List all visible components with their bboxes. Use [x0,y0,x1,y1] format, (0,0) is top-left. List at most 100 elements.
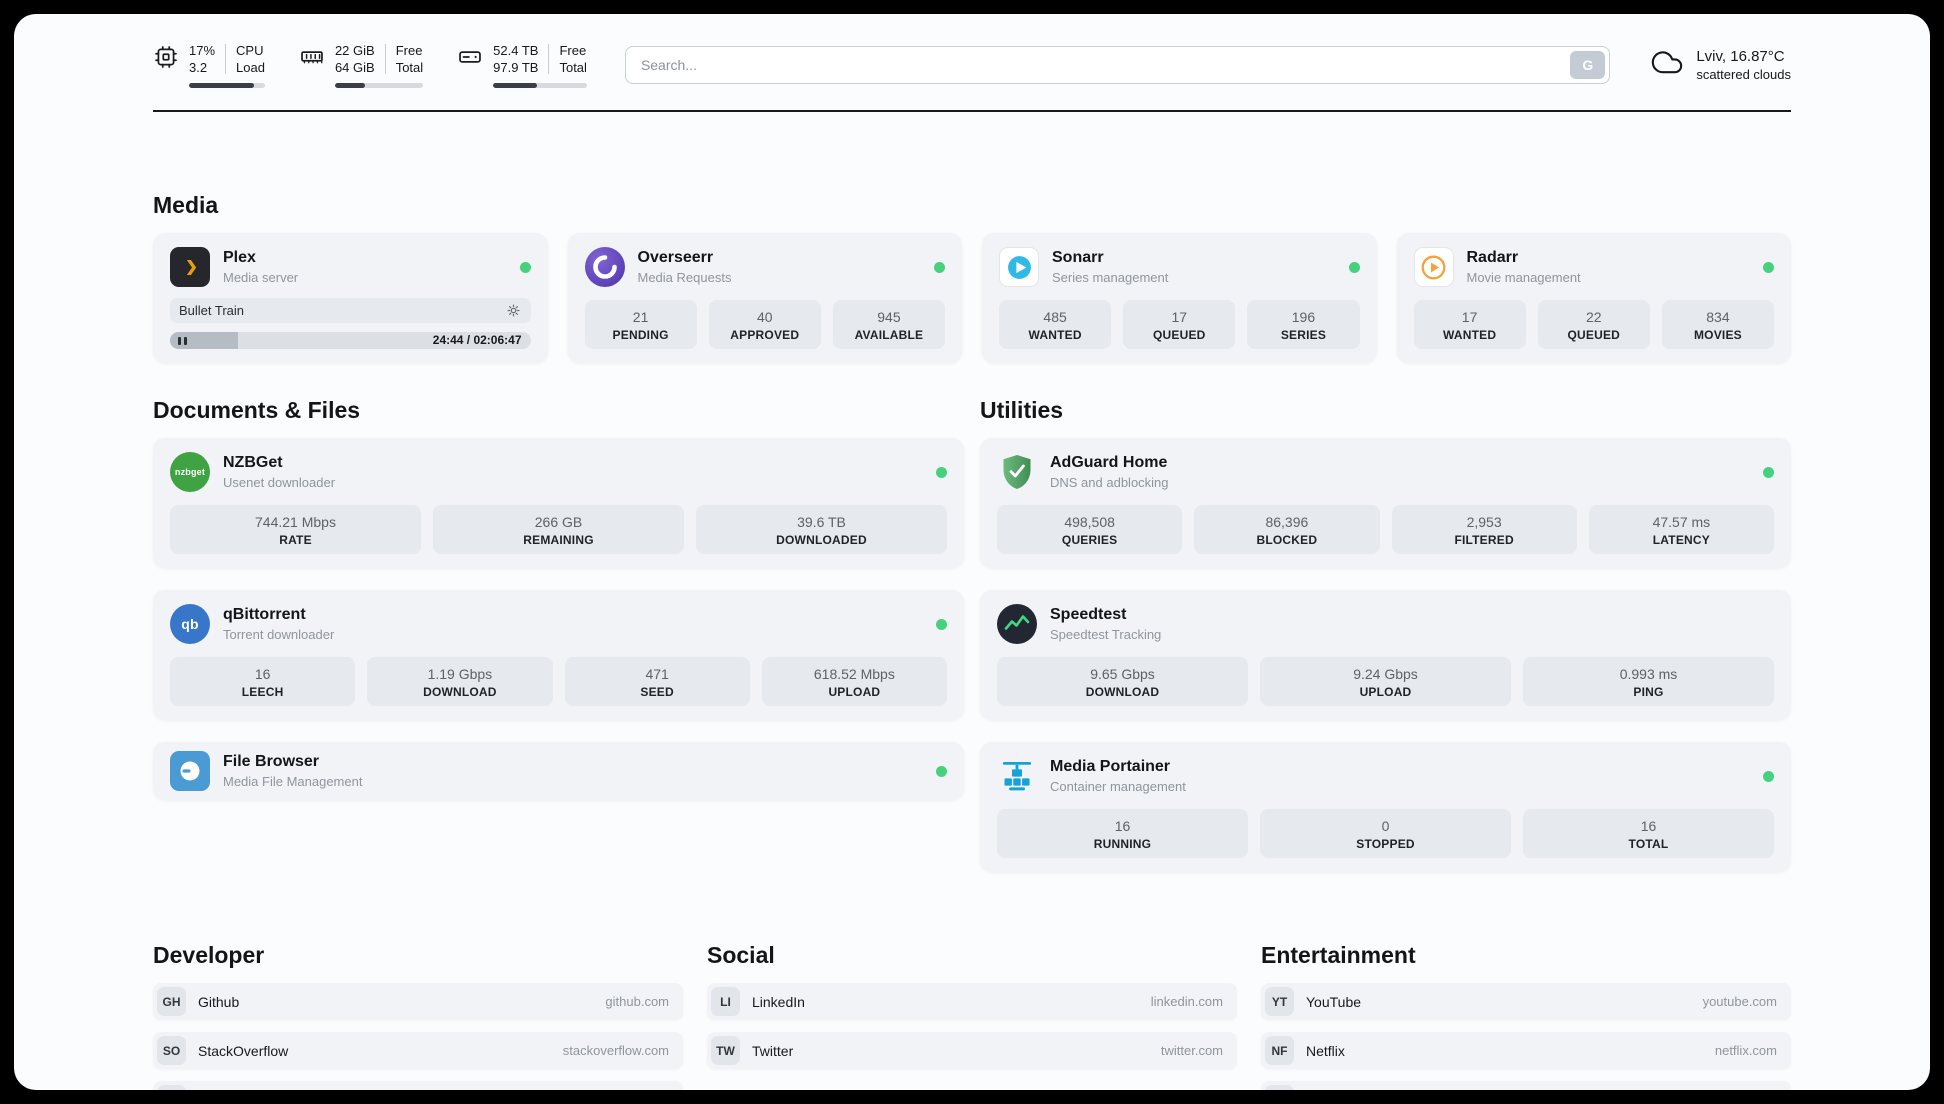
app-card-qbittorrent[interactable]: qb qBittorrent Torrent downloader 16 LEEC… [153,590,964,720]
bookmark-netflix[interactable]: NF Netflix netflix.com [1261,1032,1791,1069]
stat-value: 498,508 [1064,514,1115,530]
stat-leech: 16 LEECH [170,657,356,706]
bookmark-abbr-badge: DT [157,1085,186,1090]
stat-value: 471 [645,666,669,682]
memory-label-bottom: Total [395,60,424,75]
bookmark-url: github.com [605,994,669,1009]
plex-icon [170,247,210,287]
bookmark-youtube[interactable]: YT YouTube youtube.com [1261,983,1791,1020]
cpu-chip-icon [153,44,179,75]
stat-value: 0 [1381,818,1390,834]
app-name: AdGuard Home [1050,454,1168,471]
app-card-adguard[interactable]: AdGuard Home DNS and adblocking 498,508 Q… [980,438,1791,568]
search-input[interactable] [624,46,1611,84]
memory-total-value: 64 GiB [334,60,375,75]
app-subtitle: Media Requests [637,270,732,285]
section-media: Media Plex Media server Bullet [153,192,1791,363]
divider [548,44,550,74]
radarr-stats: 17 WANTED 22 QUEUED 834 MOVIES [1413,300,1775,349]
stat-value: 9.24 Gbps [1353,666,1418,682]
app-name: Radarr [1466,249,1519,266]
app-card-overseerr[interactable]: Overseerr Media Requests 21 PENDING 40 APPR… [567,233,962,363]
app-subtitle: Media server [223,270,299,285]
stat-upload: 9.24 Gbps UPLOAD [1260,657,1511,706]
disk-total-value: 97.9 TB [493,60,539,75]
playback-progress-fill [170,332,239,349]
cpu-clock-value: 3.2 [189,60,208,75]
sonarr-stats: 485 WANTED 17 QUEUED 196 SERIES [999,300,1360,349]
pause-button[interactable] [178,332,187,349]
stat-value: 47.57 ms [1652,514,1711,530]
weather-location: Lviv, 16.87°C [1696,48,1785,65]
bookmark-abbr-badge: RE [1265,1085,1294,1090]
memory-usage-bar [334,83,424,88]
stat-download: 9.65 Gbps DOWNLOAD [997,657,1248,706]
stat-queries: 498,508 QUERIES [997,505,1183,554]
stat-value: 2,953 [1466,514,1502,530]
app-card-filebrowser[interactable]: File Browser Media File Management [153,742,964,800]
search-engine-button[interactable]: G [1570,51,1606,79]
nzbget-stats: 744.21 Mbps RATE 266 GB REMAINING 39.6 TB DOW… [170,505,947,554]
stat-value: 744.21 Mbps [255,514,336,530]
bookmark-url: youtube.com [1702,994,1777,1009]
bookmark-abbr-badge: NF [1265,1036,1294,1065]
app-card-sonarr[interactable]: Sonarr Series management 485 WANTED 17 QUEU… [982,233,1377,363]
stat-wanted: 17 WANTED [1413,300,1526,349]
app-name: NZBGet [223,454,283,471]
stat-label: DOWNLOADED [776,533,867,547]
bookmark-linkedin[interactable]: LI LinkedIn linkedin.com [707,983,1237,1020]
app-card-speedtest[interactable]: Speedtest Speedtest Tracking 9.65 Gbps DO… [980,590,1791,720]
app-card-plex[interactable]: Plex Media server Bullet Train [153,233,548,363]
section-title-social: Social [707,942,775,968]
bookmark-github[interactable]: GH Github github.com [153,983,683,1020]
stat-label: AVAILABLE [854,328,924,342]
app-name: Overseerr [637,249,714,266]
app-subtitle: Media File Management [223,774,363,789]
status-online-dot [519,261,531,273]
bookmark-abbr-badge: YT [1265,987,1294,1016]
stat-value: 945 [877,309,901,325]
bookmark-stackoverflow[interactable]: SO StackOverflow stackoverflow.com [153,1032,683,1069]
qbittorrent-icon: qb [170,604,210,644]
settings-gear-icon[interactable] [505,302,522,319]
stat-value: 266 GB [534,514,583,530]
stat-value: 485 [1043,309,1067,325]
stat-value: 9.65 Gbps [1090,666,1155,682]
bookmark-abbr-badge: GH [157,987,186,1016]
app-subtitle: Movie management [1466,270,1581,285]
overseerr-stats: 21 PENDING 40 APPROVED 945 AVAILABLE [584,300,946,349]
bookmark-reddit[interactable]: RERedditreddit.com [1261,1081,1791,1090]
status-online-dot [1763,261,1774,273]
stat-value: 40 [756,309,773,325]
stat-value: 86,396 [1265,514,1309,530]
app-name: Media Portainer [1050,758,1171,775]
memory-usage-bar-fill [334,83,365,88]
status-online-dot [934,261,945,273]
stat-label: RUNNING [1093,837,1152,851]
bookmark-twitter[interactable]: TW Twitter twitter.com [707,1032,1237,1069]
stat-label: LEECH [241,685,284,699]
bookmark-dev[interactable]: DTDEVdev.to [153,1081,683,1090]
cpu-label-top: CPU [236,43,264,58]
section-title-utilities: Utilities [980,397,1064,423]
social-bookmark-list: LI LinkedIn linkedin.com TW Twitter twitter.c… [707,983,1237,1069]
stat-queued: 22 QUEUED [1537,300,1650,349]
app-card-radarr[interactable]: Radarr Movie management 17 WANTED 22 QUEUED… [1396,233,1791,363]
app-name: Plex [223,249,256,266]
entertainment-bookmark-list: YT YouTube youtube.com NF Netflix netflix.com… [1261,983,1791,1090]
memory-free-value: 22 GiB [334,43,375,58]
stat-label: DOWNLOAD [1085,685,1160,699]
stat-label: BLOCKED [1256,533,1318,547]
playback-progress-bar[interactable]: 24:44 / 02:06:47 [170,332,531,349]
stat-value: 17 [1171,309,1188,325]
portainer-crane-icon [997,756,1037,796]
stat-label: UPLOAD [1359,685,1412,699]
cpu-label-bottom: Load [236,60,265,75]
weather-condition: scattered clouds [1696,67,1791,82]
app-card-portainer[interactable]: Media Portainer Container management 16 R… [980,742,1791,872]
app-card-nzbget[interactable]: nzbget NZBGet Usenet downloader 744.21 M… [153,438,964,568]
section-social: Social LI LinkedIn linkedin.com TW Twitter tw… [707,942,1237,1069]
qbittorrent-stats: 16 LEECH 1.19 Gbps DOWNLOAD 471 SEED 618.52 Mb… [170,657,947,706]
stat-label: QUEUED [1567,328,1621,342]
section-title-media: Media [153,192,219,218]
